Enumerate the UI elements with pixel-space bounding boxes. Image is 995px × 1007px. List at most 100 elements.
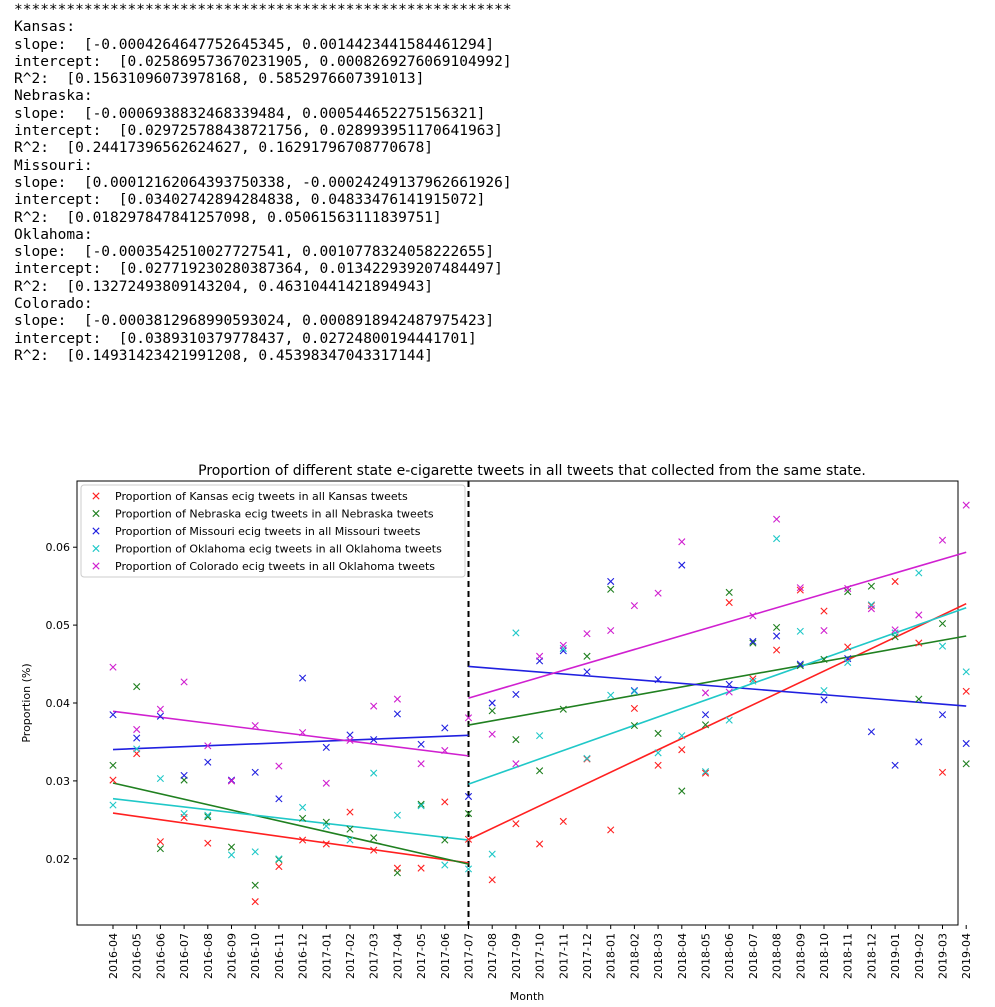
console-line: Oklahoma:	[14, 226, 93, 243]
data-point	[867, 605, 875, 613]
data-point	[701, 769, 710, 777]
x-tick-label: 2017-12	[581, 933, 594, 979]
data-point	[251, 881, 259, 889]
data-point	[204, 839, 212, 847]
data-point	[844, 658, 852, 667]
y-tick-label: 0.05	[46, 619, 71, 632]
data-point	[654, 761, 662, 769]
data-point	[512, 820, 520, 828]
data-point	[441, 798, 449, 806]
data-point	[867, 728, 875, 736]
data-point	[820, 607, 828, 615]
x-axis-label: Month	[510, 990, 545, 1003]
data-point	[607, 585, 615, 593]
data-point	[109, 761, 117, 769]
y-tick-label: 0.06	[46, 541, 71, 554]
data-point	[749, 639, 757, 647]
data-point	[227, 776, 236, 784]
fit-line	[112, 782, 469, 865]
data-point	[749, 675, 757, 683]
x-tick-label: 2016-06	[154, 933, 167, 979]
data-point	[441, 836, 449, 844]
legend-marker	[92, 562, 100, 570]
console-line: intercept: [0.027719230280387364, 0.0134…	[14, 261, 503, 278]
data-point	[867, 602, 875, 610]
console-line: Colorado:	[14, 296, 93, 313]
data-point	[275, 762, 283, 770]
data-point	[891, 629, 899, 637]
data-point	[275, 855, 283, 864]
data-point	[583, 668, 591, 676]
data-point	[654, 589, 662, 597]
data-point	[109, 663, 117, 671]
data-point	[156, 712, 164, 720]
data-point	[488, 707, 496, 715]
data-point	[204, 758, 212, 766]
x-tick-label: 2018-09	[794, 933, 807, 979]
data-point	[536, 732, 544, 740]
data-point	[370, 769, 378, 777]
data-point	[962, 687, 970, 695]
data-point	[488, 850, 496, 858]
data-point	[725, 598, 733, 607]
data-point	[156, 705, 164, 713]
data-point	[322, 822, 330, 830]
data-point	[417, 864, 425, 872]
data-point	[559, 641, 567, 649]
data-point	[133, 745, 141, 753]
data-point	[654, 729, 662, 737]
data-point	[701, 711, 710, 719]
x-tick-label: 2018-06	[723, 933, 736, 979]
data-point	[464, 810, 473, 818]
x-tick-label: 2019-04	[960, 933, 973, 979]
data-point	[512, 736, 520, 744]
x-tick-label: 2016-08	[202, 933, 215, 979]
data-point	[322, 743, 330, 751]
data-point	[559, 644, 567, 653]
console-line: intercept: [0.0389310379778437, 0.027248…	[14, 330, 477, 347]
data-point	[938, 711, 947, 719]
data-point	[417, 802, 425, 810]
data-point	[725, 716, 733, 724]
legend-box	[80, 484, 466, 578]
console-line: slope: [-0.0004264647752645345, 0.001442…	[14, 36, 495, 53]
data-point	[773, 515, 781, 523]
data-point	[915, 639, 923, 647]
console-line: slope: [-0.0003542510027727541, 0.001077…	[14, 244, 495, 261]
data-point	[607, 826, 615, 834]
data-point	[370, 736, 378, 744]
x-tick-label: 2016-07	[178, 933, 191, 979]
plot-area: 0.02 0.03 0.04 0.05 0.06 2016-04 2016-05 2016-0…	[46, 480, 973, 979]
data-point	[796, 586, 804, 594]
data-point	[180, 678, 188, 686]
data-point	[844, 584, 852, 593]
x-tick-label: 2017-06	[439, 933, 452, 979]
data-point	[536, 767, 544, 775]
legend-marker	[92, 527, 100, 535]
data-point	[109, 801, 117, 809]
x-tick-label: 2017-11	[557, 933, 570, 979]
legend-label: Proportion of Kansas ecig tweets in all …	[115, 490, 408, 503]
data-point	[725, 588, 733, 596]
data-point	[938, 768, 947, 776]
data-point	[488, 730, 496, 738]
data-point	[701, 689, 710, 697]
fit-line	[468, 607, 967, 785]
data-point	[607, 626, 615, 635]
legend-label: Proportion of Colorado ecig tweets in al…	[115, 560, 435, 573]
console-line: intercept: [0.029725788438721756, 0.0289…	[14, 123, 503, 140]
console-line: R^2: [0.14931423421991208, 0.45398347043…	[14, 347, 434, 364]
data-point	[915, 738, 923, 746]
data-point	[583, 754, 591, 762]
data-point	[441, 746, 449, 755]
data-point	[441, 724, 449, 732]
data-point	[370, 702, 378, 710]
data-point	[654, 676, 662, 684]
data-point	[607, 577, 615, 586]
data-point	[820, 686, 828, 695]
x-tick-label: 2018-01	[605, 933, 618, 979]
data-point	[820, 655, 828, 663]
data-point	[346, 836, 354, 844]
console-line: ****************************************…	[14, 2, 512, 18]
legend-marker	[92, 492, 100, 500]
